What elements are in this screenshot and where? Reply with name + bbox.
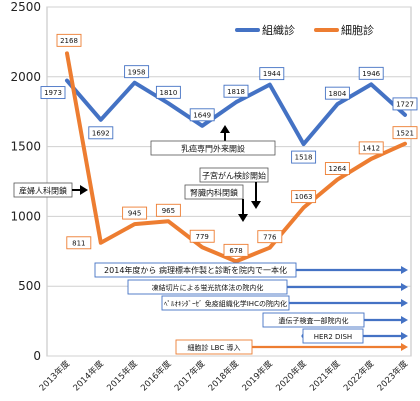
data-label-box (223, 84, 249, 98)
timeline-label: 細胞診 LBC 導入 (188, 343, 241, 352)
annotation-box (184, 184, 244, 200)
x-tick-label: 2021年度 (307, 358, 342, 393)
y-tick-label: 1000 (10, 209, 41, 223)
data-label: 776 (263, 233, 277, 241)
data-label: 965 (162, 207, 175, 215)
timeline-label: ﾍﾟﾙｵｷｼﾀﾞｰｾﾞ 免疫組織化学IHCの院内化 (164, 299, 287, 308)
y-tick-label: 500 (18, 279, 41, 293)
timeline-box (127, 279, 288, 295)
annotation-box (199, 167, 269, 183)
data-label-box (324, 162, 350, 175)
x-tick-label: 2023年度 (375, 358, 410, 393)
annotation-arrowhead (251, 201, 261, 209)
data-labels: 1973 1692 1958 1810 1649 1818 1944 1518 1804 1946… (40, 33, 418, 257)
x-tick-label: 2014年度 (71, 358, 106, 393)
data-label: 1264 (328, 165, 346, 173)
data-label-box (56, 33, 82, 47)
annotation-breast-clinic: 乳癌専門外来開設 (181, 144, 245, 154)
timeline-label: HER2 DISH (314, 333, 352, 341)
y-tick-label: 2000 (10, 70, 41, 84)
timeline-box (175, 339, 253, 355)
data-label-box (257, 230, 283, 244)
x-tick-label: 2013年度 (37, 358, 72, 393)
legend-label: 細胞診 (341, 23, 374, 37)
timeline-arrowhead (401, 266, 408, 274)
y-tick-label: 0 (33, 349, 41, 363)
data-label: 1973 (44, 89, 62, 97)
timeline-box (161, 295, 290, 311)
x-tick-label: 2019年度 (240, 358, 275, 393)
timeline-label: 遺伝子検査一部院内化 (279, 316, 349, 325)
data-label-box (124, 65, 150, 79)
data-label: 2168 (60, 37, 78, 45)
timeline-box (262, 312, 365, 328)
y-tick-label: 2500 (10, 0, 41, 14)
timeline-label: 2014年度から 病理標本作製と診断を院内で一本化 (104, 265, 287, 275)
data-label: 945 (128, 210, 141, 218)
annotation-arrowhead (220, 125, 230, 133)
timeline: 2014年度から 病理標本作製と診断を院内で一本化凍結切片による蛍光抗体法の院内… (94, 262, 408, 355)
timeline-arrowhead (401, 316, 408, 324)
x-tick-label: 2020年度 (274, 358, 309, 393)
data-label: 1804 (328, 90, 346, 98)
data-label: 1944 (263, 70, 281, 78)
timeline-arrowhead (401, 343, 408, 351)
data-label-box (259, 67, 285, 81)
data-label: 1810 (159, 89, 177, 97)
data-label: 678 (229, 247, 242, 255)
annotation-nephrology-closed: 腎臓内科閉鎖 (190, 188, 238, 198)
annotation-arrowhead (238, 214, 248, 222)
data-label: 1946 (362, 70, 380, 78)
data-label-box (40, 86, 66, 100)
data-label-box (189, 108, 215, 122)
timeline-arrowhead (401, 283, 408, 291)
data-label-box (358, 141, 384, 155)
annotation-cervical-screening: 子宮がん検診開始 (202, 171, 266, 181)
data-label-box (155, 203, 181, 217)
y-tick-label: 1500 (10, 140, 41, 154)
data-label: 1692 (92, 129, 110, 137)
data-label-box (189, 229, 215, 243)
annotation-box (150, 140, 276, 156)
data-label-box (66, 236, 92, 250)
x-tick-label: 2017年度 (172, 358, 207, 393)
x-tick-label: 2022年度 (341, 358, 376, 393)
data-label: 1727 (396, 101, 414, 109)
data-label-box (88, 126, 114, 140)
data-label: 1063 (295, 193, 313, 201)
data-label: 1958 (128, 68, 146, 76)
timeline-label: 凍結切片による蛍光抗体法の院内化 (152, 283, 264, 292)
data-label-box (122, 206, 148, 220)
data-label: 811 (72, 239, 85, 247)
data-label: 1818 (227, 88, 245, 96)
x-tick-label: 2016年度 (138, 358, 173, 393)
data-label-box (291, 190, 317, 204)
annotation-obgyn-closed: 産婦人科閉鎖 (19, 186, 67, 196)
x-tick-label: 2018年度 (206, 358, 241, 393)
data-label-box (223, 243, 249, 257)
data-label: 1518 (295, 154, 313, 162)
data-label-box (291, 150, 317, 164)
legend-label: 組織診 (262, 23, 295, 37)
data-label: 1412 (362, 144, 380, 152)
data-label-box (392, 97, 418, 111)
timeline-box (94, 262, 297, 278)
data-label: 1521 (396, 129, 414, 137)
data-label: 1649 (193, 111, 211, 119)
timeline-arrowhead (401, 299, 408, 307)
data-label-box (392, 126, 418, 140)
data-label-box (155, 85, 181, 99)
timeline-box (302, 328, 364, 344)
annotation-arrowhead (80, 185, 88, 195)
legend: 組織診 細胞診 (235, 23, 374, 37)
x-tick-label: 2015年度 (105, 358, 140, 393)
data-label: 779 (196, 233, 209, 241)
data-label-box (358, 66, 384, 80)
timeline-arrowhead (401, 332, 408, 340)
data-label-box (324, 86, 350, 100)
